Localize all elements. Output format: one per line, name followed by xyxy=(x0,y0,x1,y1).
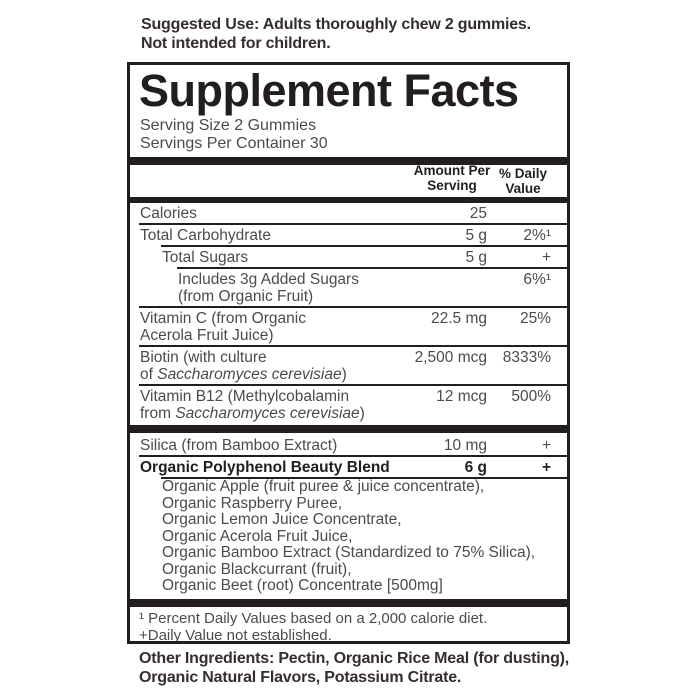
nutrient-name: Total Sugars xyxy=(130,249,567,266)
nutrient-row: Total Sugars 5 g + xyxy=(130,247,567,267)
text-segment: Calories xyxy=(140,205,197,222)
nutrient-name-line: Calories xyxy=(130,205,567,222)
text-segment: (from Organic Fruit) xyxy=(178,288,314,305)
nutrient-name: Biotin (with culture of Saccharomyces cer… xyxy=(130,349,567,383)
daily-value: 500% xyxy=(511,388,551,405)
nutrient-name: Organic Polyphenol Beauty Blend xyxy=(130,459,567,476)
nutrient-name-line: Vitamin B12 (Methylcobalamin xyxy=(130,388,567,405)
text-segment: Biotin (with culture xyxy=(140,349,267,366)
section-divider-bar xyxy=(130,425,567,433)
text-segment: from xyxy=(140,405,176,422)
amount-value: 5 g xyxy=(465,227,487,244)
nutrient-name-line: Silica (from Bamboo Extract) xyxy=(130,437,567,454)
blend-ingredient: Organic Apple (fruit puree & juice conce… xyxy=(162,478,485,495)
daily-value: + xyxy=(541,459,551,476)
nutrient-name-line: (from Organic Fruit) xyxy=(130,288,567,305)
row-separator xyxy=(139,384,567,386)
nutrient-name: Vitamin B12 (Methylcobalamin from Sacchar… xyxy=(130,388,567,422)
text-segment: Silica (from Bamboo Extract) xyxy=(140,437,338,454)
nutrient-name-line: Includes 3g Added Sugars xyxy=(130,271,567,288)
nutrient-name-line: Total Carbohydrate xyxy=(130,227,567,244)
row-separator xyxy=(139,455,567,457)
blend-ingredient: Organic Beet (root) Concentrate [500mg] xyxy=(162,577,443,594)
text-segment: Vitamin C (from Organic xyxy=(140,310,306,327)
nutrient-row: Organic Polyphenol Beauty Blend 6 g + xyxy=(130,457,567,477)
amount-value: 22.5 mg xyxy=(430,310,487,327)
serving-size: Serving Size 2 Gummies xyxy=(140,117,317,134)
nutrient-name-line: Total Sugars xyxy=(130,249,567,266)
supplement-facts-panel: Supplement Facts Serving Size 2 Gummies … xyxy=(127,62,570,644)
text-segment: ) xyxy=(341,366,347,383)
nutrient-row: Total Carbohydrate 5 g 2%¹ xyxy=(130,225,567,245)
blend-ingredient-list: Organic Apple (fruit puree & juice conce… xyxy=(130,477,567,595)
nutrient-name: Total Carbohydrate xyxy=(130,227,567,244)
amount-per-serving-header: Amount Per Serving xyxy=(413,163,491,193)
row-separator xyxy=(177,267,567,269)
nutrient-name: Silica (from Bamboo Extract) xyxy=(130,437,567,454)
servings-per-container: Servings Per Container 30 xyxy=(140,135,328,152)
column-headers: Amount Per Serving % Daily Value xyxy=(130,163,567,196)
row-separator xyxy=(161,245,567,247)
nutrient-name: Calories xyxy=(130,205,567,222)
nutrient-name: Vitamin C (from Organic Acerola Fruit Jui… xyxy=(130,310,567,344)
text-segment: Acerola Fruit Juice) xyxy=(140,327,274,344)
daily-value: + xyxy=(541,437,551,454)
nutrient-name-line: Vitamin C (from Organic xyxy=(130,310,567,327)
blend-ingredient: Organic Bamboo Extract (Standardized to … xyxy=(162,544,536,561)
thick-divider-bar xyxy=(130,197,567,203)
nutrient-name-line: from Saccharomyces cerevisiae) xyxy=(130,405,567,422)
daily-value: + xyxy=(541,249,551,266)
nutrient-name-line: Biotin (with culture xyxy=(130,349,567,366)
amount-value: 12 mcg xyxy=(436,388,487,405)
row-separator xyxy=(139,306,567,308)
nutrient-row: Calories 25 xyxy=(130,203,567,223)
daily-value: 6%¹ xyxy=(523,271,551,288)
amount-value: 5 g xyxy=(465,249,487,266)
blend-ingredient: Organic Acerola Fruit Juice, xyxy=(162,527,353,545)
blend-ingredient: Organic Lemon Juice Concentrate, xyxy=(162,511,402,528)
nutrient-name-line: Acerola Fruit Juice) xyxy=(130,327,567,344)
nutrient-name: Includes 3g Added Sugars (from Organic Fr… xyxy=(130,271,567,305)
text-segment: Vitamin B12 (Methylcobalamin xyxy=(140,388,350,405)
blend-ingredient: Organic Blackcurrant (fruit), xyxy=(162,560,352,578)
nutrient-row: Silica (from Bamboo Extract) 10 mg + xyxy=(130,435,567,455)
amount-value: 25 xyxy=(469,205,487,222)
species-name-italic: Saccharomyces cerevisiae xyxy=(175,405,360,422)
row-separator xyxy=(139,345,567,347)
text-segment: Total Carbohydrate xyxy=(140,227,271,244)
text-segment: Includes 3g Added Sugars xyxy=(178,271,359,288)
text-segment: Organic Polyphenol Beauty Blend xyxy=(140,459,390,476)
panel-title: Supplement Facts xyxy=(139,65,519,116)
row-separator xyxy=(161,477,567,479)
daily-value: 25% xyxy=(519,310,551,327)
nutrient-rows: Calories 25 Total Carbohydrate 5 g 2%¹ Total … xyxy=(130,203,567,477)
daily-value-header: % Daily Value xyxy=(498,166,548,196)
daily-value: 8333% xyxy=(502,349,551,366)
text-segment: ) xyxy=(359,405,365,422)
thick-divider-bar xyxy=(130,157,567,165)
thick-divider-bar xyxy=(130,598,567,607)
text-segment: Total Sugars xyxy=(162,249,249,266)
nutrient-row: Vitamin B12 (Methylcobalamin from Sacchar… xyxy=(130,386,567,423)
nutrient-name-line: Organic Polyphenol Beauty Blend xyxy=(130,459,567,476)
nutrient-name-line: of Saccharomyces cerevisiae) xyxy=(130,366,567,383)
footnotes: ¹ Percent Daily Values based on a 2,000 … xyxy=(139,609,488,644)
suggested-use-note: Suggested Use: Adults thoroughly chew 2 … xyxy=(141,16,531,52)
text-segment: of xyxy=(140,366,158,383)
row-separator xyxy=(139,223,567,225)
daily-value: 2%¹ xyxy=(523,227,551,244)
nutrient-row: Biotin (with culture of Saccharomyces cer… xyxy=(130,347,567,384)
nutrient-row: Includes 3g Added Sugars (from Organic Fr… xyxy=(130,269,567,306)
amount-value: 2,500 mcg xyxy=(414,349,487,366)
species-name-italic: Saccharomyces cerevisiae xyxy=(157,366,342,383)
blend-ingredient: Organic Raspberry Puree, xyxy=(162,494,343,512)
nutrient-row: Vitamin C (from Organic Acerola Fruit Jui… xyxy=(130,308,567,345)
other-ingredients-note: Other Ingredients: Pectin, Organic Rice … xyxy=(139,650,570,686)
amount-value: 10 mg xyxy=(443,437,487,454)
amount-value: 6 g xyxy=(464,459,487,476)
